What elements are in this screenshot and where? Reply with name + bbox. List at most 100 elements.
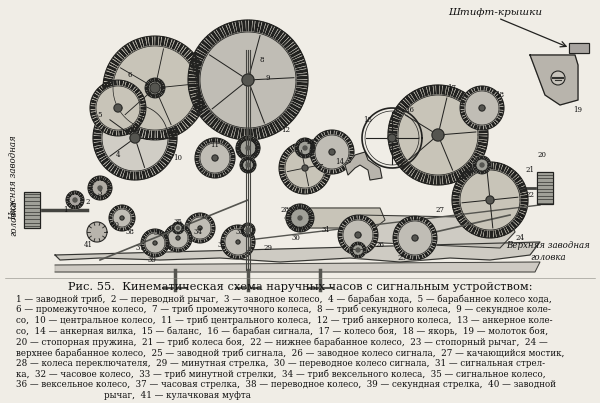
Text: 17: 17: [448, 84, 457, 92]
Polygon shape: [188, 20, 308, 140]
Polygon shape: [388, 85, 488, 185]
Polygon shape: [295, 138, 315, 158]
Polygon shape: [73, 198, 77, 202]
Text: Рис. 55.  Кинематическая схема наручных часов с сигнальным устройством:: Рис. 55. Кинематическая схема наручных ч…: [68, 282, 532, 292]
Polygon shape: [164, 224, 192, 252]
Polygon shape: [102, 105, 168, 171]
Polygon shape: [141, 229, 169, 257]
Polygon shape: [465, 91, 499, 125]
Polygon shape: [236, 136, 260, 160]
Text: 25: 25: [398, 254, 407, 262]
Polygon shape: [114, 104, 122, 112]
Text: ка,  32 — часовое колесо,  33 — триб минутной стрелки,  34 — триб вексельного ко: ка, 32 — часовое колесо, 33 — триб минут…: [16, 370, 545, 379]
Polygon shape: [200, 143, 230, 173]
Polygon shape: [242, 74, 254, 86]
Polygon shape: [195, 138, 235, 178]
Text: 40: 40: [110, 221, 119, 229]
Bar: [537, 172, 553, 204]
Text: 14: 14: [335, 158, 344, 166]
Polygon shape: [55, 262, 540, 272]
Circle shape: [551, 71, 565, 85]
Text: 11: 11: [211, 141, 220, 149]
Polygon shape: [286, 204, 314, 232]
Text: 7: 7: [256, 26, 260, 34]
Text: 6 — промежуточное колесо,  7 — триб промежуточного колеса,  8 — триб секундного : 6 — промежуточное колесо, 7 — триб проме…: [16, 305, 551, 314]
Polygon shape: [87, 222, 107, 242]
Text: 27: 27: [436, 206, 445, 214]
Text: 26: 26: [376, 241, 385, 249]
Polygon shape: [185, 213, 215, 243]
Polygon shape: [55, 242, 540, 262]
Polygon shape: [452, 162, 528, 238]
Text: 31: 31: [322, 226, 331, 234]
Polygon shape: [460, 170, 520, 230]
Text: 21: 21: [526, 166, 535, 174]
Text: 28: 28: [281, 206, 290, 214]
Polygon shape: [285, 148, 325, 188]
Polygon shape: [88, 176, 112, 200]
Polygon shape: [103, 36, 207, 140]
Polygon shape: [225, 229, 251, 255]
Text: 2: 2: [86, 198, 90, 206]
Text: 35: 35: [173, 218, 182, 226]
Polygon shape: [356, 248, 360, 252]
Text: Нижняя заводная: Нижняя заводная: [10, 136, 19, 220]
Polygon shape: [432, 129, 444, 141]
Text: 19: 19: [574, 106, 583, 114]
Text: 20 — стопорная пружина,  21 — триб колеса боя,  22 — нижнее барабанное колесо,  : 20 — стопорная пружина, 21 — триб колеса…: [16, 337, 548, 347]
Bar: [537, 172, 553, 204]
Polygon shape: [480, 163, 484, 167]
Polygon shape: [120, 216, 124, 220]
Text: Верхняя заводная: Верхняя заводная: [506, 241, 590, 249]
Text: 18: 18: [496, 91, 505, 99]
Text: со,  14 — анкерная вилка,  15 — баланс,  16 — барабан сигнала,  17 — колесо боя,: со, 14 — анкерная вилка, 15 — баланс, 16…: [16, 326, 548, 336]
Polygon shape: [310, 130, 354, 174]
Polygon shape: [460, 86, 504, 130]
Polygon shape: [246, 163, 250, 167]
Text: 33: 33: [236, 228, 244, 236]
Text: 15: 15: [364, 116, 373, 124]
Polygon shape: [355, 232, 361, 238]
Polygon shape: [240, 157, 256, 173]
Polygon shape: [246, 228, 250, 232]
Polygon shape: [176, 226, 179, 229]
Polygon shape: [345, 152, 382, 180]
Polygon shape: [176, 236, 180, 240]
Text: 28 — колеса переключателя,  29 — минутная стрелка,  30 — переводное колесо сигна: 28 — колеса переключателя, 29 — минутная…: [16, 359, 545, 368]
Text: со,  10 — центральное колесо,  11 — триб центрального колеса,  12 — триб анкерно: со, 10 — центральное колесо, 11 — триб ц…: [16, 316, 553, 325]
Text: 29: 29: [263, 244, 272, 252]
Text: 30: 30: [292, 234, 301, 242]
Text: 12: 12: [281, 126, 290, 134]
Polygon shape: [355, 215, 515, 248]
Text: 13: 13: [305, 138, 314, 146]
Text: Штифт-крышки: Штифт-крышки: [448, 8, 542, 17]
Polygon shape: [66, 191, 84, 209]
Text: 23: 23: [515, 214, 524, 222]
Text: 36 — вексельное колесо,  37 — часовая стрелка,  38 — переводное колесо,  39 — се: 36 — вексельное колесо, 37 — часовая стр…: [16, 380, 556, 389]
Polygon shape: [530, 55, 578, 105]
Polygon shape: [145, 78, 165, 98]
Bar: [24, 192, 40, 228]
Text: 37: 37: [136, 244, 145, 252]
Circle shape: [388, 134, 396, 142]
Text: 6: 6: [128, 71, 132, 79]
Polygon shape: [279, 142, 331, 194]
Polygon shape: [241, 223, 255, 237]
Text: 39: 39: [148, 256, 157, 264]
Text: 8: 8: [260, 56, 264, 64]
Polygon shape: [302, 165, 308, 171]
Polygon shape: [96, 86, 140, 130]
Text: 16: 16: [406, 106, 415, 114]
Polygon shape: [90, 80, 146, 136]
Text: 4: 4: [116, 151, 120, 159]
Polygon shape: [486, 196, 494, 204]
Polygon shape: [350, 242, 366, 258]
Text: 1 — заводной триб,  2 — переводной рычаг,  3 — заводное колесо,  4 — барабан ход: 1 — заводной триб, 2 — переводной рычаг,…: [16, 294, 552, 303]
Text: 10: 10: [173, 154, 182, 162]
Polygon shape: [189, 217, 211, 239]
Polygon shape: [338, 215, 378, 255]
Text: 34: 34: [194, 228, 202, 236]
Text: 38: 38: [125, 228, 134, 236]
Polygon shape: [113, 46, 197, 130]
Polygon shape: [393, 216, 437, 260]
